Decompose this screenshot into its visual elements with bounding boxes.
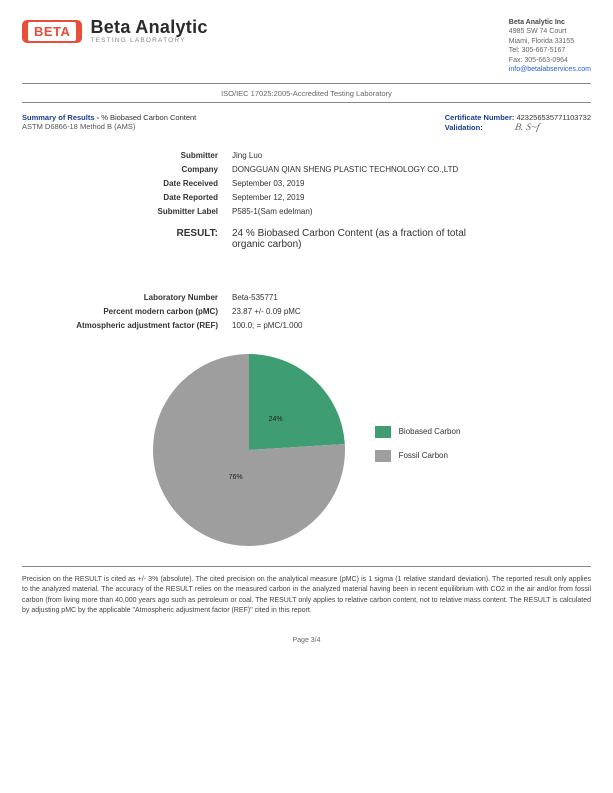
detail-value: Jing Luo [232, 151, 591, 160]
detail-row: Atmospheric adjustment factor (REF)100.0… [22, 321, 591, 330]
logo-badge-text: BETA [28, 22, 76, 41]
result-value: 24 % Biobased Carbon Content (as a fract… [232, 228, 492, 250]
detail-row: CompanyDONGGUAN QIAN SHENG PLASTIC TECHN… [22, 165, 591, 174]
legend-item: Biobased Carbon [375, 426, 461, 438]
detail-value: DONGGUAN QIAN SHENG PLASTIC TECHNOLOGY C… [232, 165, 591, 174]
detail-label: Submitter Label [22, 207, 232, 216]
detail-row: SubmitterJing Luo [22, 151, 591, 160]
legend-swatch-icon [375, 426, 391, 438]
summary-subtitle: % Biobased Carbon Content [101, 113, 196, 122]
logo-sub-text: TESTING LABORATORY [90, 38, 207, 45]
pie-slice-label: 24% [269, 416, 283, 423]
detail-value: 100.0; = pMC/1.000 [232, 321, 591, 330]
summary-method: ASTM D6866-18 Method B (AMS) [22, 122, 196, 131]
company-tel: Tel: 305-667-5167 [509, 46, 591, 55]
company-name: Beta Analytic Inc [509, 18, 591, 27]
validation-label: Validation: [445, 123, 483, 132]
detail-row: Date ReportedSeptember 12, 2019 [22, 193, 591, 202]
detail-label: Date Reported [22, 193, 232, 202]
company-info: Beta Analytic Inc 4985 SW 74 Court Miami… [509, 18, 591, 75]
detail-label: Company [22, 165, 232, 174]
divider [22, 566, 591, 567]
disclaimer-text: Precision on the RESULT is cited as +/- … [22, 575, 591, 617]
detail-label: Atmospheric adjustment factor (REF) [22, 321, 232, 330]
detail-value: September 12, 2019 [232, 193, 591, 202]
details-bottom: Laboratory NumberBeta-535771Percent mode… [22, 293, 591, 330]
chart-container: 24% 76% Biobased Carbon Fossil Carbon [22, 354, 591, 546]
summary-row: Summary of Results - % Biobased Carbon C… [22, 113, 591, 133]
company-email: info@betalabservices.com [509, 65, 591, 74]
detail-value: September 03, 2019 [232, 179, 591, 188]
detail-row: Submitter LabelP585-1(Sam edelman) [22, 207, 591, 216]
legend-label: Biobased Carbon [399, 427, 461, 436]
detail-row: Laboratory NumberBeta-535771 [22, 293, 591, 302]
detail-label: Submitter [22, 151, 232, 160]
page-number: Page 3/4 [22, 637, 591, 644]
legend-swatch-icon [375, 450, 391, 462]
detail-value: P585-1(Sam edelman) [232, 207, 591, 216]
pie-chart: 24% 76% [153, 354, 345, 546]
legend-label: Fossil Carbon [399, 451, 448, 460]
detail-row: Percent modern carbon (pMC)23.87 +/- 0.0… [22, 307, 591, 316]
result-section: RESULT: 24 % Biobased Carbon Content (as… [22, 228, 591, 250]
cert-label: Certificate Number: [445, 113, 515, 122]
logo-block: BETA Beta Analytic TESTING LABORATORY [22, 18, 208, 45]
logo-main-text: Beta Analytic [90, 18, 207, 36]
iso-accreditation-line: ISO/IEC 17025:2005-Accredited Testing La… [22, 84, 591, 103]
detail-label: Laboratory Number [22, 293, 232, 302]
company-addr1: 4985 SW 74 Court [509, 27, 591, 36]
details-top: SubmitterJing LuoCompanyDONGGUAN QIAN SH… [22, 151, 591, 216]
detail-value: Beta-535771 [232, 293, 591, 302]
detail-label: Percent modern carbon (pMC) [22, 307, 232, 316]
cert-number: 423256535771103732 [516, 113, 591, 122]
header: BETA Beta Analytic TESTING LABORATORY Be… [22, 18, 591, 75]
signature-icon: B. S~f [514, 122, 540, 133]
logo-badge-icon: BETA [22, 20, 82, 43]
company-fax: Fax: 305-663-0964 [509, 56, 591, 65]
detail-row: Date ReceivedSeptember 03, 2019 [22, 179, 591, 188]
detail-value: 23.87 +/- 0.09 pMC [232, 307, 591, 316]
summary-title: Summary of Results - [22, 113, 101, 122]
company-addr2: Miami, Florida 33155 [509, 37, 591, 46]
result-label: RESULT: [22, 228, 232, 250]
legend-item: Fossil Carbon [375, 450, 461, 462]
detail-label: Date Received [22, 179, 232, 188]
chart-legend: Biobased Carbon Fossil Carbon [375, 426, 461, 474]
pie-slice-label: 76% [229, 474, 243, 481]
